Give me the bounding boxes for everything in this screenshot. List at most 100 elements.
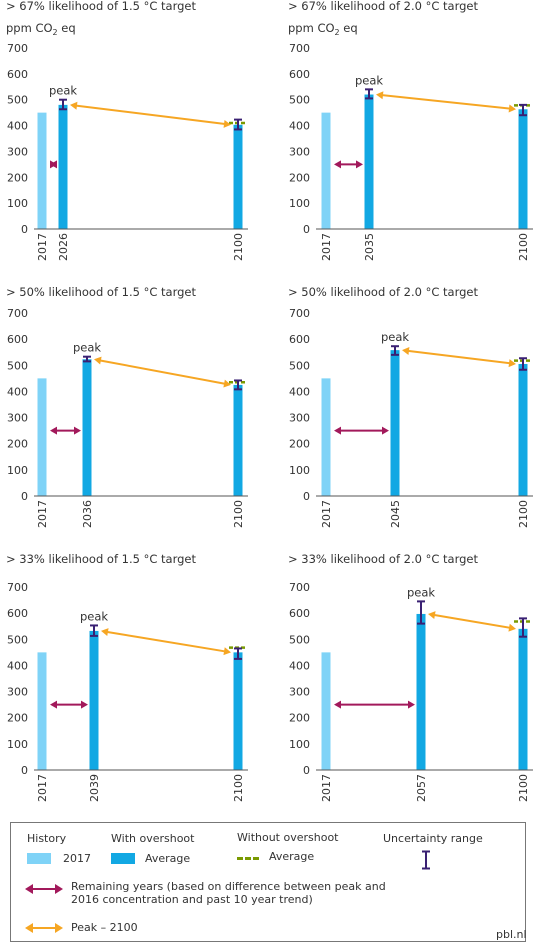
- panel-5-peak-trend-head-right: [223, 647, 231, 656]
- legend-remaining-arrow-icon: [25, 884, 63, 894]
- panel-5-ytick: 400: [7, 659, 28, 672]
- panel-3-bar-peak: [82, 359, 92, 496]
- panel-3-title: > 50% likelihood of 1.5 °C target: [6, 285, 197, 299]
- panel-5-ytick: 700: [7, 581, 28, 594]
- panel-6-peak-trend-line: [432, 613, 512, 629]
- panel-4-ytick: 600: [289, 333, 310, 346]
- panel-2-ytick: 300: [289, 145, 310, 158]
- legend-remaining-line1: Remaining years (based on difference bet…: [71, 880, 386, 893]
- panel-4-remaining-head-left: [334, 426, 341, 435]
- panel-2-xlabel-history: 2017: [320, 233, 333, 261]
- panel-4-ytick: 300: [289, 412, 310, 425]
- panel-1-xlabel-end: 2100: [232, 233, 245, 261]
- panel-6-bar-peak: [416, 613, 426, 770]
- panel-2-remaining-head-right: [356, 160, 363, 169]
- panel-1-ytick: 100: [7, 197, 28, 210]
- panel-5-ytick: 100: [7, 738, 28, 751]
- legend-history-swatch: [27, 853, 51, 864]
- panel-3-peak-trend-head-right: [223, 379, 231, 388]
- panel-2-remaining-head-left: [334, 160, 341, 169]
- panel-5-title: > 33% likelihood of 1.5 °C target: [6, 552, 197, 566]
- panel-5-peak-trend-head-left: [101, 628, 109, 637]
- panel-3-ytick: 200: [7, 438, 28, 451]
- panel-5-bar-peak: [89, 630, 99, 770]
- panel-6-ytick: 300: [289, 686, 310, 699]
- panel-6-ytick: 500: [289, 633, 310, 646]
- panel-4-xlabel-history: 2017: [320, 500, 333, 528]
- panel-4-peak-trend-head-right: [508, 359, 516, 368]
- panel-3-xlabel-end: 2100: [232, 500, 245, 528]
- panel-2-unit-label: ppm CO2 eq: [288, 21, 358, 37]
- panel-5-ytick: 0: [21, 764, 28, 777]
- legend-peak-arrow-icon: [25, 923, 63, 933]
- panel-5-ytick: 500: [7, 633, 28, 646]
- panel-3-peak-trend-head-left: [94, 356, 102, 365]
- panel-1-peak-label: peak: [49, 84, 77, 98]
- panel-3-bar-history: [37, 378, 47, 496]
- panel-2-peak-trend-head-left: [376, 91, 384, 100]
- panel-6-xlabel-end: 2100: [517, 774, 530, 802]
- panel-5-remaining-head-right: [81, 700, 88, 709]
- legend-peak-label: Peak – 2100: [71, 921, 138, 934]
- panel-1-xlabel-peak: 2026: [57, 233, 70, 261]
- panel-6-peak-trend-head-left: [428, 611, 436, 620]
- panel-4-ytick: 700: [289, 307, 310, 320]
- panel-4-bar-2100: [518, 363, 528, 496]
- panel-1-bar-peak: [58, 104, 68, 229]
- chart-grid: > 67% likelihood of 1.5 °C target ppm CO2…: [6, 0, 533, 802]
- panel-3-bar-2100: [233, 384, 243, 496]
- panel-3-peak-trend-line: [98, 359, 227, 385]
- panel-1-bar-2100: [233, 124, 243, 229]
- panel-4-ytick: 100: [289, 464, 310, 477]
- panel-4-ytick: 500: [289, 359, 310, 372]
- panel-4-peak-trend-line: [406, 349, 512, 365]
- panel-2-ytick: 400: [289, 120, 310, 133]
- panel-2-xlabel-peak: 2035: [363, 233, 376, 261]
- source-credit: pbl.nl: [496, 928, 527, 941]
- panel-3-ytick: 700: [7, 307, 28, 320]
- panel-2-peak-label: peak: [355, 73, 383, 87]
- panel-4-bar-peak: [390, 350, 400, 496]
- panel-3-ytick: 500: [7, 359, 28, 372]
- panel-5-remaining-head-left: [50, 700, 57, 709]
- panel-3-remaining-head-right: [74, 426, 81, 435]
- panel-2-bar-2100: [518, 109, 528, 229]
- panel-4-title: > 50% likelihood of 2.0 °C target: [288, 285, 479, 299]
- panel-6-bar-history: [321, 652, 331, 770]
- panel-3-xlabel-peak: 2036: [81, 500, 94, 528]
- panel-3-ytick: 100: [7, 464, 28, 477]
- legend-uncertainty-icon: [422, 850, 430, 870]
- panel-6-ytick: 700: [289, 581, 310, 594]
- panel-5-bar-history: [37, 652, 47, 770]
- panel-5-ytick: 600: [7, 607, 28, 620]
- panel-2-ytick: 100: [289, 197, 310, 210]
- panel-1-unit-label: ppm CO2 eq: [6, 21, 76, 37]
- panel-5-peak-label: peak: [80, 609, 108, 623]
- panel-4-bar-history: [321, 378, 331, 496]
- legend-no-overshoot-title: Without overshoot: [237, 831, 339, 844]
- legend-overshoot-swatch: [111, 853, 135, 864]
- panel-5-peak-trend-line: [105, 630, 227, 653]
- legend-remaining-line2: 2016 concentration and past 10 year tren…: [71, 893, 313, 906]
- panel-2-ytick: 600: [289, 68, 310, 81]
- panel-4-xlabel-peak: 2045: [389, 500, 402, 528]
- panel-2-xlabel-end: 2100: [517, 233, 530, 261]
- legend-overshoot-title: With overshoot: [111, 832, 195, 845]
- panel-1-ytick: 700: [7, 42, 28, 55]
- panel-3-xlabel-history: 2017: [36, 500, 49, 528]
- panel-4-ytick: 200: [289, 438, 310, 451]
- panel-2-bar-peak: [364, 94, 374, 229]
- panel-4-peak-trend-head-left: [402, 347, 410, 355]
- panel-2-bar-history: [321, 112, 331, 229]
- panel-2-peak-trend-head-right: [508, 104, 516, 113]
- panel-6-ytick: 600: [289, 607, 310, 620]
- panel-5-bar-2100: [233, 652, 243, 770]
- panel-4-peak-label: peak: [381, 330, 409, 344]
- panel-1-ytick: 200: [7, 171, 28, 184]
- panel-2-ytick: 200: [289, 171, 310, 184]
- panel-4-ytick: 0: [303, 490, 310, 503]
- panel-1-ytick: 300: [7, 145, 28, 158]
- panel-1-title: > 67% likelihood of 1.5 °C target: [6, 0, 197, 13]
- panel-5-xlabel-peak: 2039: [88, 774, 101, 802]
- panel-4-ytick: 400: [289, 385, 310, 398]
